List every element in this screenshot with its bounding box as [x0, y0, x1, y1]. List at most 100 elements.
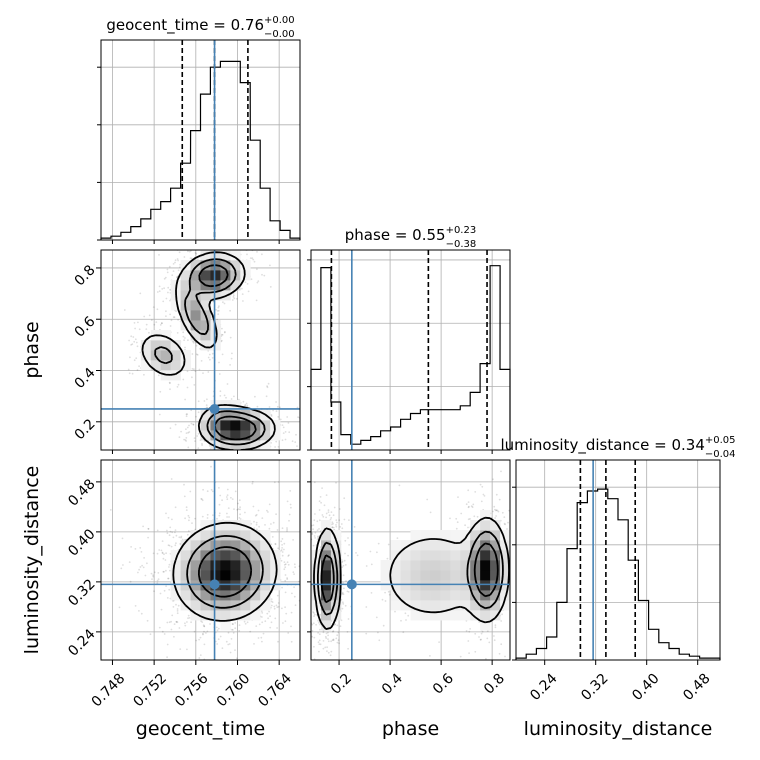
- scatter-point: [336, 521, 338, 524]
- scatter-point: [211, 352, 214, 355]
- density-cell: [390, 560, 401, 571]
- scatter-point: [191, 340, 194, 343]
- density-cell: [230, 610, 241, 621]
- scatter-point: [239, 518, 242, 520]
- scatter-point: [496, 509, 499, 512]
- scatter-point: [251, 480, 254, 483]
- scatter-point: [164, 276, 167, 279]
- scatter-point: [277, 602, 280, 604]
- scatter-point: [183, 495, 186, 498]
- scatter-point: [332, 526, 335, 529]
- density-cell: [220, 430, 231, 441]
- scatter-point: [318, 643, 321, 645]
- scatter-point: [262, 458, 264, 460]
- density-cell: [270, 560, 281, 571]
- density-cell: [210, 410, 221, 421]
- x-tick-label: 0.764: [255, 671, 295, 711]
- scatter-point: [273, 607, 276, 610]
- scatter-point: [166, 532, 169, 535]
- scatter-point: [500, 620, 503, 622]
- scatter-point: [169, 427, 172, 430]
- density-cell: [210, 270, 221, 281]
- scatter-point: [317, 619, 319, 622]
- scatter-point: [177, 319, 180, 321]
- scatter-point: [174, 529, 177, 531]
- scatter-point: [231, 628, 233, 631]
- scatter-point: [191, 522, 193, 524]
- scatter-point: [325, 494, 328, 496]
- density-cell: [490, 610, 501, 621]
- scatter-point: [280, 549, 283, 551]
- scatter-point: [497, 510, 500, 513]
- scatter-point: [307, 549, 309, 551]
- scatter-point: [134, 605, 137, 607]
- scatter-point: [263, 274, 266, 277]
- scatter-point: [172, 316, 175, 318]
- scatter-point: [129, 580, 132, 583]
- contour-level-3: [320, 542, 499, 604]
- x-tick-label: 0.760: [214, 671, 254, 711]
- scatter-point: [198, 368, 201, 371]
- scatter-point: [282, 426, 285, 429]
- density-cell: [330, 550, 342, 561]
- marginal-title-luminosity_distance: luminosity_distance = 0.34+0.05: [500, 435, 735, 455]
- density-cell: [230, 260, 241, 271]
- scatter-point: [226, 498, 229, 501]
- density-cell: [180, 550, 191, 561]
- scatter-point: [253, 520, 255, 523]
- scatter-point: [253, 260, 256, 263]
- scatter-point: [319, 623, 321, 626]
- scatter-point: [121, 537, 124, 540]
- scatter-point: [531, 508, 533, 510]
- scatter-point: [195, 252, 198, 255]
- scatter-point: [254, 395, 256, 398]
- scatter-point: [330, 523, 333, 526]
- scatter-point: [232, 623, 234, 625]
- scatter-point: [337, 639, 340, 642]
- scatter-point: [195, 639, 198, 642]
- scatter-point: [274, 446, 276, 448]
- scatter-point: [326, 650, 328, 653]
- scatter-point: [288, 519, 290, 522]
- density-cell: [240, 600, 251, 611]
- scatter-point: [187, 250, 189, 253]
- scatter-point: [333, 506, 336, 509]
- scatter-point: [267, 511, 269, 513]
- density-cell: [200, 340, 211, 351]
- scatter-point: [301, 548, 303, 550]
- density-cell: [500, 600, 510, 611]
- scatter-point: [317, 641, 320, 644]
- scatter-point: [523, 585, 525, 587]
- scatter-point: [273, 481, 276, 484]
- scatter-point: [185, 413, 188, 416]
- scatter-point: [202, 451, 204, 453]
- scatter-point: [160, 608, 163, 611]
- scatter-point: [283, 548, 285, 551]
- scatter-point: [281, 554, 284, 557]
- scatter-point: [252, 456, 254, 458]
- scatter-point: [189, 669, 191, 671]
- scatter-point: [284, 606, 286, 609]
- scatter-point: [197, 447, 200, 449]
- scatter-point: [275, 401, 277, 403]
- density-cell: [200, 330, 211, 341]
- scatter-point: [257, 509, 260, 512]
- scatter-point: [467, 501, 470, 503]
- scatter-point: [339, 625, 342, 628]
- scatter-point: [285, 612, 288, 615]
- density-cell: [170, 560, 181, 571]
- scatter-point: [317, 535, 319, 538]
- density-panel-phase-luminosity_distance: [301, 459, 533, 661]
- density-cell: [400, 580, 411, 591]
- scatter-point: [236, 657, 238, 660]
- scatter-point: [169, 299, 171, 302]
- scatter-point: [185, 415, 188, 418]
- axis-labels: geocent_time phase luminosity_distancephas…: [21, 321, 712, 740]
- scatter-point: [334, 623, 337, 626]
- scatter-point: [130, 546, 133, 548]
- x-tick-label: 0.32: [578, 671, 611, 704]
- scatter-point: [343, 587, 345, 590]
- scatter-point: [175, 310, 178, 313]
- density-cell: [440, 590, 451, 601]
- density-cell: [260, 540, 271, 551]
